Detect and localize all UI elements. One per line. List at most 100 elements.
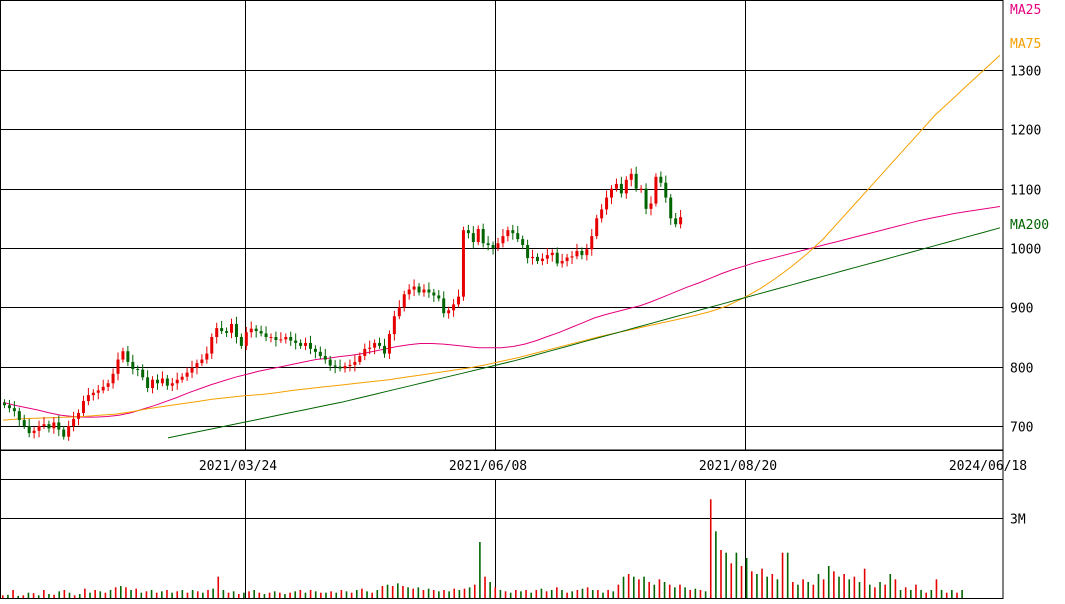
candle-body: [27, 426, 31, 434]
volume-bar: [7, 594, 9, 598]
volume-bar: [253, 590, 255, 598]
volume-bar: [843, 574, 845, 598]
candlestick: [476, 225, 480, 246]
candle-body: [185, 372, 189, 377]
candle-body: [67, 426, 71, 437]
volume-bar: [171, 592, 173, 598]
y-tick-label: 1100: [1010, 184, 1041, 199]
candlestick: [323, 348, 327, 364]
volume-bar: [945, 592, 948, 598]
volume-bar: [355, 590, 358, 598]
candlestick: [412, 279, 416, 297]
volume-bar: [868, 584, 871, 598]
volume-bar: [853, 576, 856, 598]
candle-body: [373, 342, 377, 348]
candle-body: [382, 345, 386, 354]
candlestick: [328, 355, 332, 371]
volume-bar: [648, 582, 650, 598]
candle-body: [610, 188, 614, 198]
candlestick: [67, 420, 71, 441]
candle-body: [605, 197, 609, 210]
candle-body: [545, 255, 549, 259]
candlestick: [595, 214, 599, 240]
volume-bar: [427, 588, 430, 598]
candlestick: [77, 409, 81, 426]
candle-body: [234, 323, 238, 337]
volume-bar: [561, 590, 563, 598]
legend-ma200: MA200: [1010, 218, 1049, 233]
volume-bar: [237, 594, 240, 598]
candle-body: [279, 339, 283, 341]
candlestick: [32, 427, 36, 439]
candlestick: [12, 401, 16, 417]
candle-body: [575, 250, 579, 257]
volume-bar: [961, 590, 963, 598]
volume-bar: [915, 584, 917, 598]
candlestick: [141, 364, 145, 381]
candle-body: [274, 337, 278, 340]
candlestick: [506, 226, 510, 242]
candle-body: [3, 402, 6, 406]
volume-bar: [68, 592, 71, 598]
volume-bar: [181, 590, 184, 598]
candlestick: [575, 243, 579, 260]
volume-bar: [330, 591, 332, 598]
volume-bar: [381, 586, 384, 598]
volume-bar: [94, 590, 96, 598]
volume-bar: [797, 584, 799, 598]
volume-bar: [135, 588, 137, 598]
candle-body: [437, 295, 441, 299]
candlestick: [175, 372, 179, 390]
candle-body: [654, 176, 658, 204]
volume-bar: [602, 592, 604, 598]
candlestick: [624, 176, 628, 199]
volume-bar: [391, 586, 394, 598]
candle-body: [126, 351, 130, 362]
candle-body: [595, 218, 599, 237]
candlestick: [565, 253, 569, 267]
volume-bar: [473, 584, 476, 598]
volume-bar: [776, 579, 779, 598]
volume-bar: [581, 588, 584, 598]
candlestick: [264, 326, 268, 342]
candle-body: [526, 245, 530, 259]
candle-body: [644, 188, 648, 209]
volume-bar: [735, 552, 738, 598]
candlestick: [457, 289, 461, 308]
volume-bar: [453, 588, 456, 598]
candle-body: [585, 249, 589, 256]
volume-bar: [294, 591, 297, 598]
candle-body: [42, 424, 46, 426]
volume-bar: [27, 592, 30, 598]
candlestick: [126, 345, 130, 367]
candle-body: [106, 383, 110, 387]
candlestick: [185, 367, 189, 381]
candle-body: [264, 333, 268, 337]
volume-bar: [89, 592, 91, 598]
volume-bar: [833, 571, 835, 598]
candlestick: [368, 340, 372, 355]
candlestick: [304, 337, 308, 351]
volume-bar: [694, 588, 697, 598]
ma25-line: [2, 206, 1001, 418]
candle-body: [531, 256, 535, 259]
volume-bar: [889, 574, 892, 598]
volume-bar: [299, 590, 302, 598]
candlestick: [239, 333, 243, 349]
volume-bar: [663, 582, 666, 598]
candlestick: [170, 377, 174, 391]
candle-body: [412, 286, 416, 290]
candle-body: [387, 334, 391, 354]
candle-body: [62, 429, 66, 437]
volume-bar: [232, 591, 235, 598]
candlestick: [343, 362, 347, 373]
volume-bar: [622, 576, 625, 598]
candle-body: [590, 236, 594, 250]
candlestick: [619, 176, 623, 198]
volume-bar: [125, 587, 127, 598]
candlestick: [466, 224, 470, 239]
volume-bar: [279, 592, 281, 598]
candlestick: [659, 171, 663, 187]
candle-body: [230, 323, 234, 333]
volume-bar: [817, 574, 820, 598]
